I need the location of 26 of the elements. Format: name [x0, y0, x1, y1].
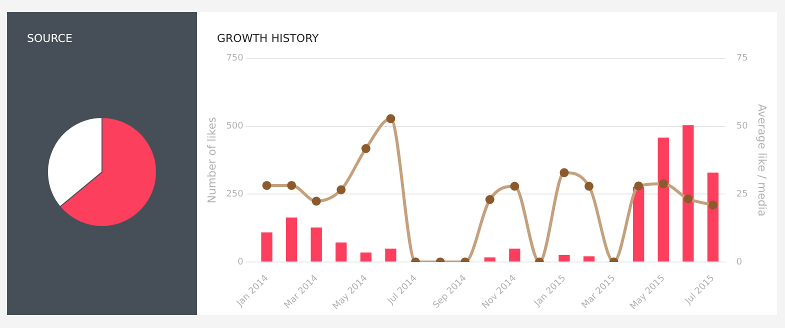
y-tick-label: 0: [238, 257, 244, 268]
y-tick-label: 750: [226, 54, 244, 64]
bar: [509, 248, 520, 262]
chart-title: GROWTH HISTORY: [217, 32, 319, 45]
bar: [484, 257, 496, 262]
y-tick-label: 500: [226, 122, 244, 132]
bar: [336, 242, 347, 262]
y2-tick-label: 75: [736, 54, 748, 64]
bar: [310, 228, 322, 262]
y2-tick-label: 0: [736, 257, 742, 268]
bar: [558, 254, 570, 262]
chart-title: SOURCE: [27, 32, 72, 45]
bar: [583, 256, 595, 262]
bar: [261, 232, 272, 262]
y-axis-title: Number of likes: [205, 116, 218, 204]
bar: [360, 252, 372, 262]
y-tick-label: 250: [226, 189, 244, 200]
bar: [658, 138, 669, 262]
bar: [682, 125, 694, 262]
y2-tick-label: 25: [736, 189, 748, 200]
bar: [286, 217, 298, 262]
y2-axis-title: Average like / media: [756, 104, 769, 216]
bar: [385, 248, 396, 262]
y2-tick-label: 50: [736, 122, 748, 132]
bar: [633, 186, 644, 262]
bar: [707, 172, 719, 262]
